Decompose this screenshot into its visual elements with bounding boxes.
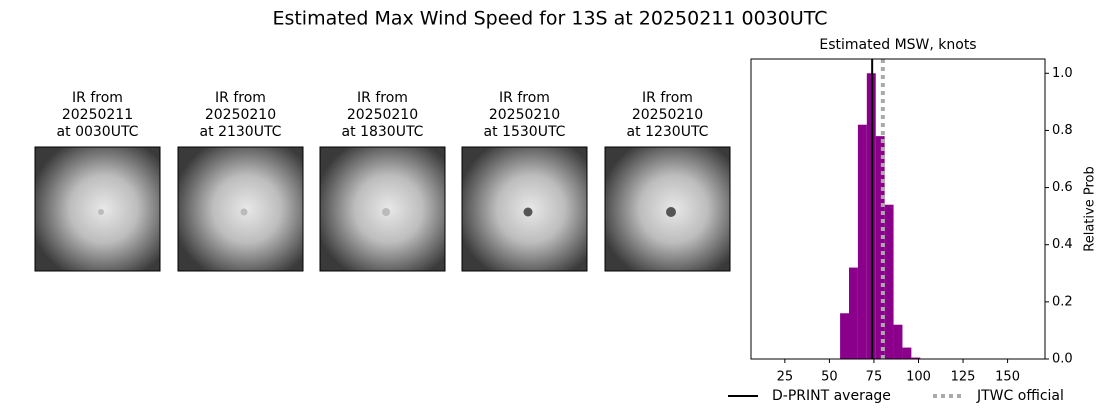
- panel-label: IR from: [642, 90, 693, 106]
- panel-label: at 1530UTC: [484, 124, 566, 140]
- bar: [857, 124, 867, 359]
- y-axis-label: Relative Prob: [1083, 166, 1098, 251]
- bar: [875, 136, 885, 359]
- satellite-image: [177, 146, 304, 272]
- panel-label: 20250210: [205, 107, 276, 123]
- satellite-image: [34, 146, 161, 272]
- histogram-chart: Estimated MSW, knots D-PRINT average JTWC …: [728, 37, 1098, 404]
- panel-label: 20250210: [632, 107, 703, 123]
- plot-frame: [750, 58, 1046, 360]
- legend-label: D-PRINT average: [772, 388, 891, 404]
- satellite-image: [461, 146, 588, 272]
- panel-label: at 0030UTC: [57, 124, 139, 140]
- panel-label: IR from: [72, 90, 123, 106]
- panel-label: IR from: [357, 90, 408, 106]
- y-tick-label: 0.2: [1052, 294, 1073, 309]
- storm-eye: [523, 207, 533, 217]
- bar: [849, 267, 858, 359]
- panel-label: 20250210: [489, 107, 560, 123]
- x-tick-label: 50: [821, 370, 838, 385]
- bar: [911, 357, 921, 359]
- panel-label: at 1230UTC: [627, 124, 709, 140]
- legend-label: JTWC official: [976, 388, 1064, 404]
- storm-eye: [240, 208, 248, 216]
- y-tick-label: 0.8: [1052, 123, 1073, 138]
- bar: [840, 313, 849, 359]
- storm-eye: [666, 207, 676, 217]
- panel-label: IR from: [499, 90, 550, 106]
- y-tick-label: 1.0: [1052, 66, 1073, 81]
- y-tick-label: 0.6: [1052, 180, 1073, 195]
- y-tick-label: 0.0: [1052, 352, 1073, 367]
- storm-eye: [382, 208, 390, 216]
- y-tick-label: 0.4: [1052, 237, 1073, 252]
- bar: [902, 347, 912, 359]
- x-tick-label: 125: [951, 370, 976, 385]
- satellite-image: [319, 146, 446, 272]
- x-tick-label: 75: [866, 370, 883, 385]
- panel-label: at 2130UTC: [200, 124, 282, 140]
- bar: [884, 204, 894, 359]
- storm-eye: [98, 209, 104, 215]
- bar: [893, 324, 903, 359]
- panel-label: 20250210: [347, 107, 418, 123]
- panel-label: 20250211: [62, 107, 133, 123]
- figure-title: Estimated Max Wind Speed for 13S at 2025…: [272, 8, 827, 30]
- x-tick-label: 25: [777, 370, 794, 385]
- x-tick-label: 100: [906, 370, 931, 385]
- panel-label: at 1830UTC: [342, 124, 424, 140]
- panel-label: IR from: [215, 90, 266, 106]
- chart-title: Estimated MSW, knots: [819, 37, 976, 53]
- x-tick-label: 150: [995, 370, 1020, 385]
